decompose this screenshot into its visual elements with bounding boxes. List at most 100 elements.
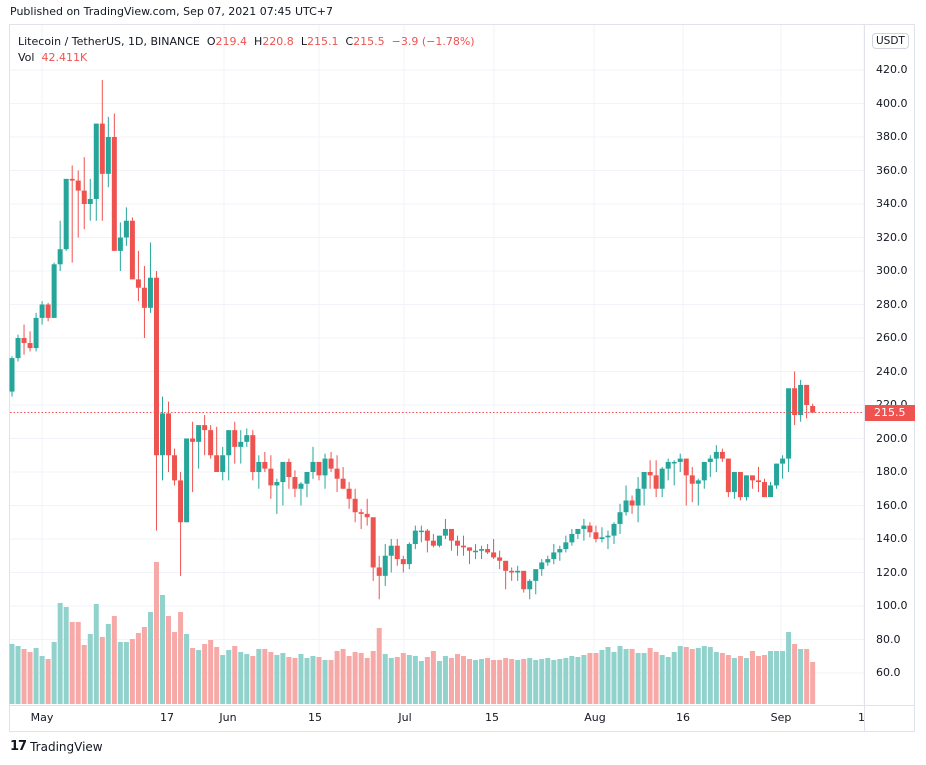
time-axis-border — [9, 705, 915, 706]
volume-bar — [725, 655, 731, 704]
candle — [659, 468, 665, 489]
candle — [9, 358, 15, 392]
candle — [111, 137, 117, 251]
volume-bar — [69, 622, 75, 704]
volume-bar — [370, 651, 376, 704]
candle — [617, 512, 623, 524]
volume-label[interactable]: Vol — [18, 51, 35, 64]
volume-bar — [15, 646, 21, 704]
candle — [647, 472, 653, 476]
volume-bar — [412, 656, 418, 704]
volume-bar — [316, 657, 322, 704]
volume-bar — [792, 644, 798, 704]
volume-bar — [605, 647, 611, 704]
volume-bar — [683, 647, 689, 704]
symbol-title[interactable]: Litecoin / TetherUS, 1D, BINANCE — [18, 35, 200, 48]
volume-bar — [647, 648, 653, 704]
volume-bar — [563, 658, 569, 704]
candle — [117, 237, 123, 251]
candle — [27, 343, 33, 349]
price-tick-label: 280.0 — [876, 297, 908, 311]
candle — [214, 455, 220, 472]
candle — [701, 461, 707, 481]
volume-bar — [388, 658, 394, 704]
volume-bar — [244, 654, 250, 704]
volume-bar — [286, 657, 292, 704]
candle — [123, 220, 129, 238]
candle — [262, 461, 268, 469]
volume-bar — [328, 660, 334, 704]
candle — [485, 549, 491, 553]
volume-bar — [442, 656, 448, 704]
time-tick-label: Jun — [219, 711, 237, 724]
volume-bar — [479, 659, 485, 704]
candle — [160, 413, 165, 456]
price-tick-label: 400.0 — [876, 96, 908, 110]
volume-bar — [352, 652, 358, 704]
candle — [334, 468, 340, 479]
time-tick-label: 15 — [308, 711, 322, 724]
volume-bar — [575, 657, 581, 704]
volume-bar — [629, 649, 635, 704]
volume-bar — [334, 651, 340, 704]
candle — [406, 544, 412, 565]
volume-bar — [87, 634, 93, 704]
candle — [33, 317, 39, 349]
volume-bar — [280, 653, 286, 704]
candle — [551, 552, 557, 560]
volume-bar — [641, 653, 647, 704]
candle — [382, 555, 388, 576]
candle — [226, 430, 232, 456]
volume-bar — [63, 607, 69, 704]
candle — [286, 461, 292, 478]
volume-bar — [515, 660, 521, 704]
candle — [611, 523, 617, 536]
volume-bar — [623, 649, 629, 704]
candle — [394, 545, 400, 560]
candle — [695, 480, 701, 484]
volume-bar — [129, 639, 135, 704]
candle — [593, 532, 599, 539]
time-tick-label: 16 — [676, 711, 690, 724]
volume-bar — [322, 660, 328, 704]
candle — [340, 478, 346, 489]
candle — [689, 475, 695, 484]
volume-bar — [768, 651, 774, 704]
price-tick-label: 160.0 — [876, 498, 908, 512]
change-value: −3.9 (−1.78%) — [391, 35, 475, 48]
volume-bar — [256, 649, 262, 704]
currency-button[interactable]: USDT — [872, 33, 909, 49]
volume-value: 42.411K — [41, 51, 88, 64]
volume-bar — [220, 655, 226, 704]
volume-bar — [737, 656, 743, 704]
candle — [298, 483, 304, 489]
volume-bar — [461, 656, 466, 704]
high-label: H — [254, 35, 263, 48]
volume-bar — [424, 657, 430, 704]
volume-bar — [545, 658, 551, 704]
candle — [454, 540, 460, 546]
candle — [521, 570, 527, 590]
candle — [322, 458, 328, 476]
candle — [749, 475, 755, 481]
candle — [665, 461, 671, 469]
candle — [743, 475, 749, 498]
candle — [268, 468, 274, 486]
volume-bar — [671, 652, 677, 704]
candle — [274, 482, 280, 486]
candle — [737, 472, 743, 498]
volume-bar — [51, 642, 57, 704]
candle — [93, 123, 99, 199]
close-value: 215.5 — [353, 35, 385, 48]
volume-bar — [587, 653, 593, 704]
volume-bar — [190, 648, 196, 704]
candle — [527, 580, 533, 590]
volume-bar — [93, 604, 99, 704]
volume-bar — [707, 647, 713, 704]
volume-bar — [503, 658, 509, 704]
volume-bar — [376, 628, 382, 704]
volume-bar — [665, 657, 671, 704]
price-tick-label: 180.0 — [876, 465, 908, 478]
candle — [539, 562, 545, 570]
